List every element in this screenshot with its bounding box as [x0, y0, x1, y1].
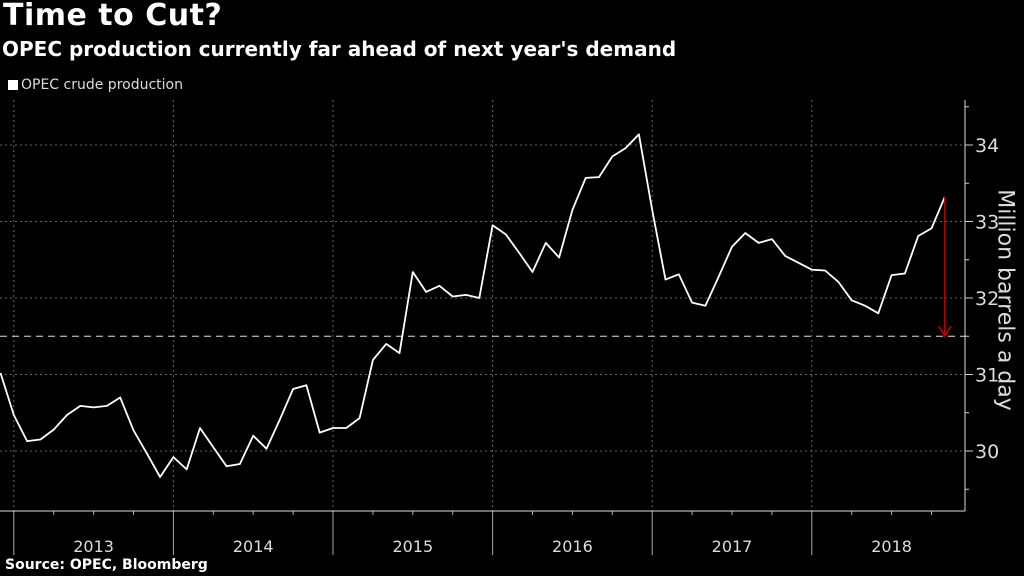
- y-axis-label: Million barrels a day: [992, 189, 1018, 411]
- x-tick-label: 2018: [871, 537, 912, 556]
- x-tick-label: 2016: [552, 537, 593, 556]
- series-line-opec-crude-production: [0, 133, 946, 478]
- x-tick-label: 2017: [712, 537, 753, 556]
- y-tick-label: 30: [975, 441, 999, 463]
- source-note: Source: OPEC, Bloomberg: [5, 557, 208, 573]
- legend-swatch-icon: [8, 80, 18, 90]
- legend-label: OPEC crude production: [21, 77, 183, 93]
- x-tick-label: 2015: [392, 537, 433, 556]
- red-arrow-head-icon: [938, 325, 952, 338]
- chart-title: Time to Cut?: [3, 0, 223, 33]
- y-tick-label: 34: [975, 135, 999, 157]
- y-tick-label: 32: [975, 288, 999, 310]
- x-tick-label: 2014: [233, 537, 274, 556]
- chart-subtitle: OPEC production currently far ahead of n…: [2, 37, 677, 61]
- legend: OPEC crude production: [8, 77, 183, 93]
- y-tick-label: 33: [975, 212, 999, 234]
- x-tick-label: 2013: [73, 537, 114, 556]
- y-tick-label: 31: [975, 365, 999, 387]
